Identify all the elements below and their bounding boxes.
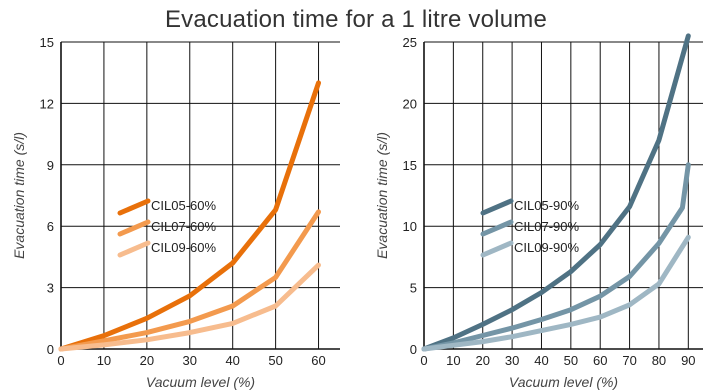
y-tick-label: 15 (40, 35, 54, 50)
legend-marker (117, 219, 151, 237)
y-tick-label: 9 (47, 158, 54, 173)
y-tick-label: 3 (47, 281, 54, 296)
y-tick-label: 6 (47, 219, 54, 234)
y-tick-label: 20 (403, 96, 417, 111)
x-axis-title: Vacuum level (%) (509, 374, 618, 390)
legend-marker (480, 240, 514, 258)
legend-label: CIL05-90% (514, 198, 579, 213)
x-tick-label: 20 (140, 353, 154, 368)
series-line-cil05-60% (58, 80, 321, 352)
x-tick-label: 50 (268, 353, 282, 368)
x-tick-label: 70 (622, 353, 636, 368)
x-tick-label: 0 (420, 353, 427, 368)
x-tick-label: 20 (476, 353, 490, 368)
series-line-cil05-90% (421, 33, 691, 352)
x-tick-label: 40 (534, 353, 548, 368)
x-tick-label: 80 (652, 353, 666, 368)
y-tick-label: 10 (403, 219, 417, 234)
x-tick-label: 40 (225, 353, 239, 368)
x-tick-label: 60 (311, 353, 325, 368)
y-tick-label: 12 (40, 96, 54, 111)
x-tick-label: 50 (564, 353, 578, 368)
x-tick-label: 10 (97, 353, 111, 368)
y-tick-label: 0 (47, 342, 54, 357)
y-tick-label: 0 (410, 342, 417, 357)
series-line-cil07-90% (421, 162, 691, 352)
legend-marker (117, 198, 151, 216)
x-tick-label: 10 (446, 353, 460, 368)
x-tick-label: 30 (183, 353, 197, 368)
legend-label: CIL07-90% (514, 219, 579, 234)
series-line-cil09-60% (58, 262, 321, 352)
chart-title: Evacuation time for a 1 litre volume (164, 6, 548, 33)
legend-marker (480, 198, 514, 216)
y-tick-label: 15 (403, 158, 417, 173)
legend-label: CIL05-60% (151, 198, 216, 213)
x-tick-label: 60 (593, 353, 607, 368)
y-tick-label: 25 (403, 35, 417, 50)
legend-label: CIL09-90% (514, 240, 579, 255)
x-tick-label: 30 (505, 353, 519, 368)
y-tick-label: 5 (410, 281, 417, 296)
x-tick-label: 0 (57, 353, 64, 368)
x-tick-label: 90 (681, 353, 695, 368)
y-axis-title: Evacuation time (s/l) (11, 132, 27, 259)
y-axis-title: Evacuation time (s/l) (374, 132, 390, 259)
legend-label: CIL09-60% (151, 240, 216, 255)
legend-marker (117, 240, 151, 258)
series-line-cil09-90% (421, 234, 691, 352)
legend-label: CIL07-60% (151, 219, 216, 234)
x-axis-title: Vacuum level (%) (146, 374, 255, 390)
series-line-cil07-60% (58, 209, 321, 352)
legend-marker (480, 219, 514, 237)
